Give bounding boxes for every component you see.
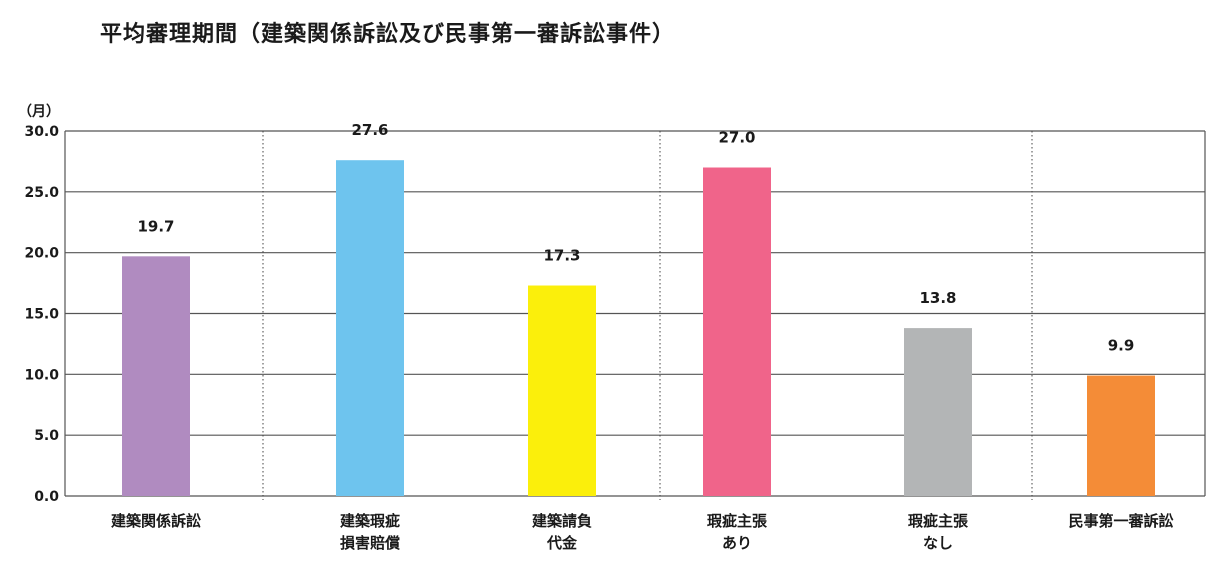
data-label: 13.8 [919, 289, 956, 307]
y-tick-label: 15.0 [24, 307, 59, 323]
chart-title: 平均審理期間（建築関係訴訟及び民事第一審訴訟事件） [100, 22, 676, 47]
bar [703, 167, 771, 496]
bar [904, 328, 972, 496]
x-tick-label: 建築請負 [532, 512, 592, 530]
x-tick-label: なし [923, 534, 953, 552]
x-tick-label: 瑕疵主張 [908, 512, 969, 530]
y-tick-label: 30.0 [24, 124, 59, 140]
bar [122, 256, 190, 496]
data-label: 17.3 [543, 247, 580, 265]
bar [336, 160, 404, 496]
bar [528, 285, 596, 496]
data-label: 27.0 [718, 129, 755, 147]
x-tick-label: 民事第一審訴訟 [1068, 512, 1173, 530]
x-tick-label: 瑕疵主張 [707, 512, 768, 530]
data-label: 9.9 [1108, 337, 1135, 355]
data-label: 19.7 [137, 217, 174, 235]
y-tick-label: 5.0 [34, 428, 59, 444]
y-axis-unit-label: （月） [18, 104, 60, 120]
data-label: 27.6 [351, 121, 388, 139]
bar [1087, 375, 1155, 496]
x-tick-label: 損害賠償 [340, 534, 401, 552]
y-tick-label: 25.0 [24, 185, 59, 201]
x-tick-label: 建築関係訴訟 [111, 512, 201, 530]
y-tick-label: 10.0 [24, 367, 59, 383]
x-tick-label: 建築瑕疵 [340, 512, 400, 530]
x-tick-label: あり [722, 534, 752, 552]
x-tick-label: 代金 [546, 534, 578, 552]
y-tick-label: 20.0 [24, 246, 59, 262]
y-tick-label: 0.0 [34, 489, 59, 505]
